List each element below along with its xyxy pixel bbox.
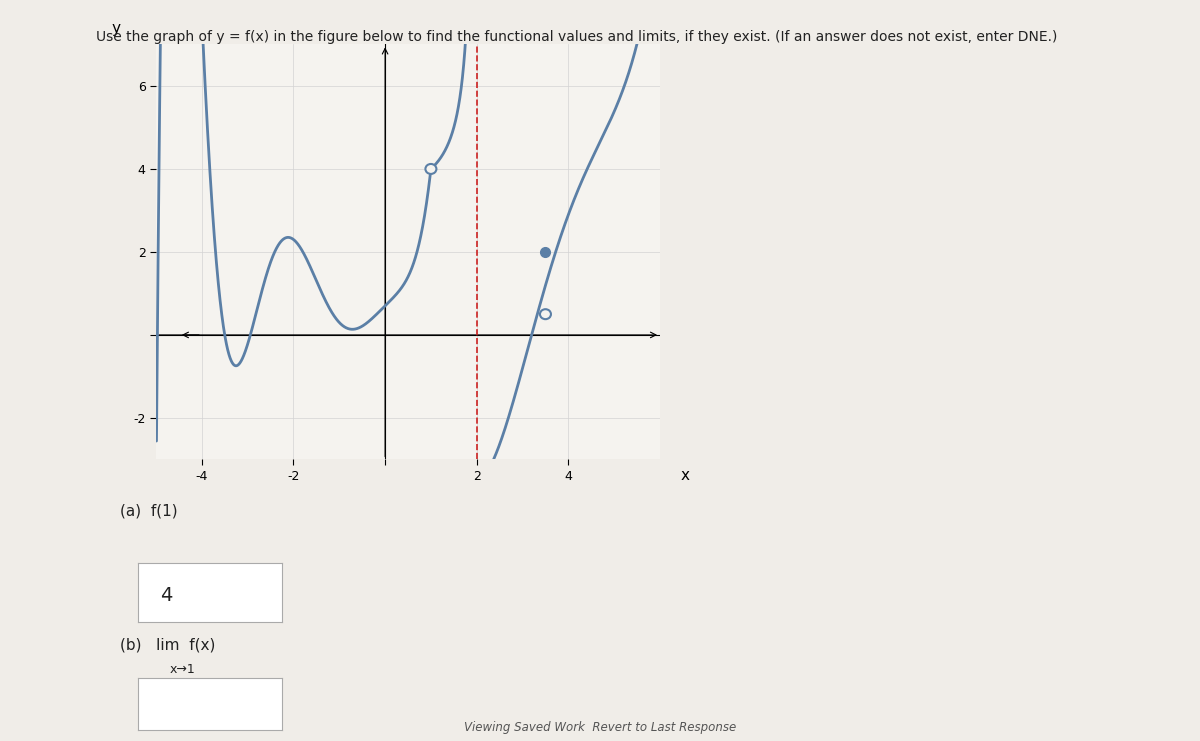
- Text: Use the graph of y = f(x) in the figure below to find the functional values and : Use the graph of y = f(x) in the figure …: [96, 30, 1057, 44]
- Text: Viewing Saved Work  Revert to Last Response: Viewing Saved Work Revert to Last Respon…: [464, 720, 736, 734]
- Circle shape: [540, 309, 551, 319]
- Text: 4: 4: [160, 586, 172, 605]
- Text: (b)   lim  f(x): (b) lim f(x): [120, 637, 215, 652]
- Text: x→1: x→1: [169, 663, 194, 677]
- Text: (a)  f(1): (a) f(1): [120, 504, 178, 519]
- Circle shape: [426, 164, 437, 174]
- Y-axis label: y: y: [112, 21, 120, 36]
- X-axis label: x: x: [680, 468, 690, 482]
